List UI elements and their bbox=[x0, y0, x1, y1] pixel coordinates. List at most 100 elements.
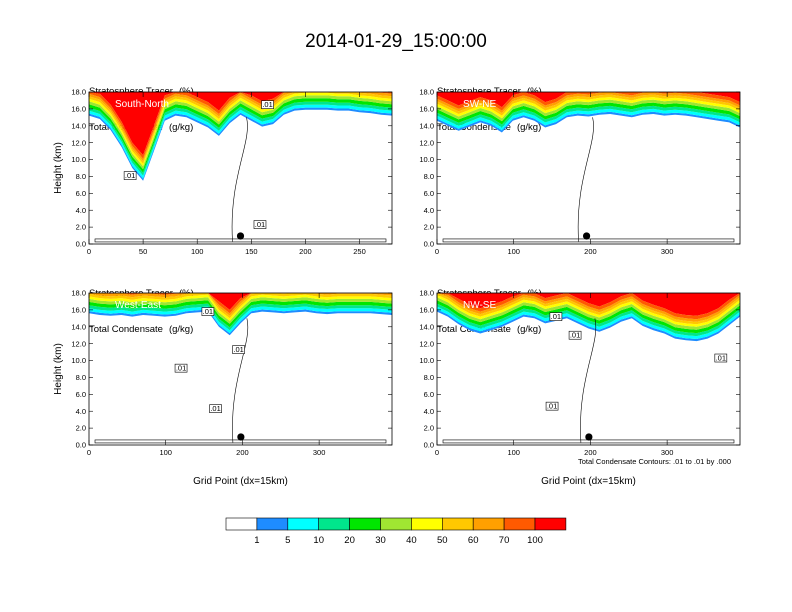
colorbar-swatch-1 bbox=[256, 517, 289, 531]
x-axis-title: Grid Point (dx=15km) bbox=[541, 476, 636, 487]
contour-label: .01 bbox=[210, 404, 220, 413]
panel-4-section-label: NW-SE bbox=[463, 300, 496, 311]
colorbar-swatch-9 bbox=[503, 517, 536, 531]
contour-label-box bbox=[232, 345, 245, 354]
y-axis-title: Height (km) bbox=[53, 142, 64, 194]
y-tick-label: 6.0 bbox=[424, 189, 434, 198]
tracer-band-4 bbox=[89, 300, 392, 328]
panel-2-line2: Total Condensate bbox=[437, 122, 511, 133]
y-tick-label: 0.0 bbox=[76, 240, 86, 249]
contour-label: .01 bbox=[255, 220, 265, 229]
tracer-band-8 bbox=[437, 293, 740, 322]
location-marker bbox=[585, 433, 593, 441]
panel-3-frame bbox=[88, 292, 393, 446]
tracer-band-9 bbox=[437, 92, 740, 111]
y-tick-label: 8.0 bbox=[76, 373, 86, 382]
contour-label: .01 bbox=[716, 354, 726, 363]
tracer-band-2 bbox=[437, 108, 740, 131]
panel-1-frame bbox=[88, 91, 393, 245]
colorbar-swatch-6 bbox=[411, 517, 443, 531]
tracer-band-8 bbox=[437, 92, 740, 114]
y-tick-label: 14.0 bbox=[71, 121, 86, 130]
panel-2-contours bbox=[442, 117, 735, 243]
y-tick-label: 0.0 bbox=[424, 441, 434, 450]
x-tick-label: 300 bbox=[661, 448, 674, 457]
y-tick-label: 18.0 bbox=[71, 289, 86, 298]
x-tick-label: 50 bbox=[139, 247, 147, 256]
tracer-band-6 bbox=[437, 97, 740, 119]
contour-label-box bbox=[209, 404, 222, 413]
panel-1-unit2: (g/kg) bbox=[168, 122, 194, 133]
panel-1-plot-area: .01 .01 .01 bbox=[89, 92, 392, 243]
x-tick-label: 250 bbox=[353, 247, 366, 256]
panel-1-unit1: (%) bbox=[178, 86, 194, 97]
panel-2-unit2: (g/kg) bbox=[516, 122, 542, 133]
y-tick-label: 18.0 bbox=[419, 289, 434, 298]
colorbar-swatch-2 bbox=[287, 517, 319, 531]
y-tick-label: 10.0 bbox=[419, 155, 434, 164]
colorbar-label: 40 bbox=[406, 535, 417, 546]
y-tick-label: 2.0 bbox=[76, 223, 86, 232]
x-tick-label: 0 bbox=[87, 448, 91, 457]
contour-label: .01 bbox=[176, 364, 186, 373]
panel-1-line1: Stratosphere Tracer bbox=[89, 86, 173, 97]
y-tick-label: 12.0 bbox=[419, 138, 434, 147]
y-tick-label: 2.0 bbox=[424, 424, 434, 433]
colorbar-swatch-4 bbox=[349, 517, 381, 531]
panel-2-line1: Stratosphere Tracer bbox=[437, 86, 521, 97]
tracer-band-2 bbox=[89, 306, 392, 334]
contour-label-box bbox=[123, 171, 137, 180]
plume-contour bbox=[577, 117, 594, 242]
ground-contour bbox=[442, 238, 735, 243]
x-tick-label: 300 bbox=[313, 448, 326, 457]
y-tick-label: 10.0 bbox=[71, 155, 86, 164]
contour-note: Total Condensate Contours: .01 to .01 by… bbox=[578, 457, 732, 466]
panel-2-plot-area bbox=[437, 92, 740, 243]
figure-title: 2014-01-29_15:00:00 bbox=[305, 31, 487, 52]
contour-label-box bbox=[174, 363, 188, 373]
y-tick-label: 6.0 bbox=[76, 390, 86, 399]
panel-3-line2: Total Condensate bbox=[89, 324, 163, 335]
y-tick-label: 16.0 bbox=[419, 305, 434, 314]
x-tick-label: 0 bbox=[435, 247, 439, 256]
contour-label-box bbox=[545, 401, 559, 411]
y-tick-label: 12.0 bbox=[419, 339, 434, 348]
contour-label-box bbox=[261, 100, 274, 109]
x-axis-title: Grid Point (dx=15km) bbox=[193, 476, 288, 487]
y-tick-label: 2.0 bbox=[424, 223, 434, 232]
y-tick-label: 10.0 bbox=[71, 356, 86, 365]
y-tick-label: 4.0 bbox=[424, 206, 434, 215]
contour-label: .01 bbox=[547, 402, 557, 411]
tracer-band-5 bbox=[89, 297, 392, 324]
y-axis-title: Height (km) bbox=[53, 343, 64, 395]
colorbar-swatch-10 bbox=[534, 517, 567, 531]
y-tick-label: 14.0 bbox=[419, 121, 434, 130]
plume-contour bbox=[231, 117, 248, 242]
panel-3-section-label: West-East bbox=[115, 300, 161, 311]
tracer-band-100 bbox=[89, 92, 392, 156]
colorbar-swatch-3 bbox=[318, 517, 350, 531]
tracer-band-4 bbox=[437, 102, 740, 125]
location-marker bbox=[237, 433, 245, 441]
x-tick-label: 100 bbox=[159, 448, 172, 457]
tracer-band-7 bbox=[89, 293, 392, 319]
tracer-band-8 bbox=[89, 293, 392, 316]
x-tick-label: 200 bbox=[584, 448, 597, 457]
y-tick-label: 6.0 bbox=[424, 390, 434, 399]
panel-4-unit2: (g/kg) bbox=[516, 324, 542, 335]
panel-3-contours bbox=[94, 318, 387, 444]
panel-4-frame bbox=[436, 292, 741, 446]
y-tick-label: 12.0 bbox=[71, 339, 86, 348]
contour-label-box bbox=[201, 307, 215, 316]
tracer-band-6 bbox=[89, 294, 392, 321]
panel-1: .01 .01 .01 South-North 0.0 2.0 4.0 6.0 8.0 10.0 1… bbox=[53, 88, 393, 256]
contour-label: .01 bbox=[233, 345, 243, 354]
y-tick-label: 10.0 bbox=[419, 356, 434, 365]
tracer-band-100 bbox=[437, 92, 740, 108]
tracer-band-4 bbox=[437, 300, 740, 334]
contour-label-box bbox=[714, 353, 728, 363]
colorbar-swatch-0 bbox=[225, 517, 258, 531]
y-tick-label: 4.0 bbox=[424, 407, 434, 416]
tracer-band-3 bbox=[89, 303, 392, 331]
